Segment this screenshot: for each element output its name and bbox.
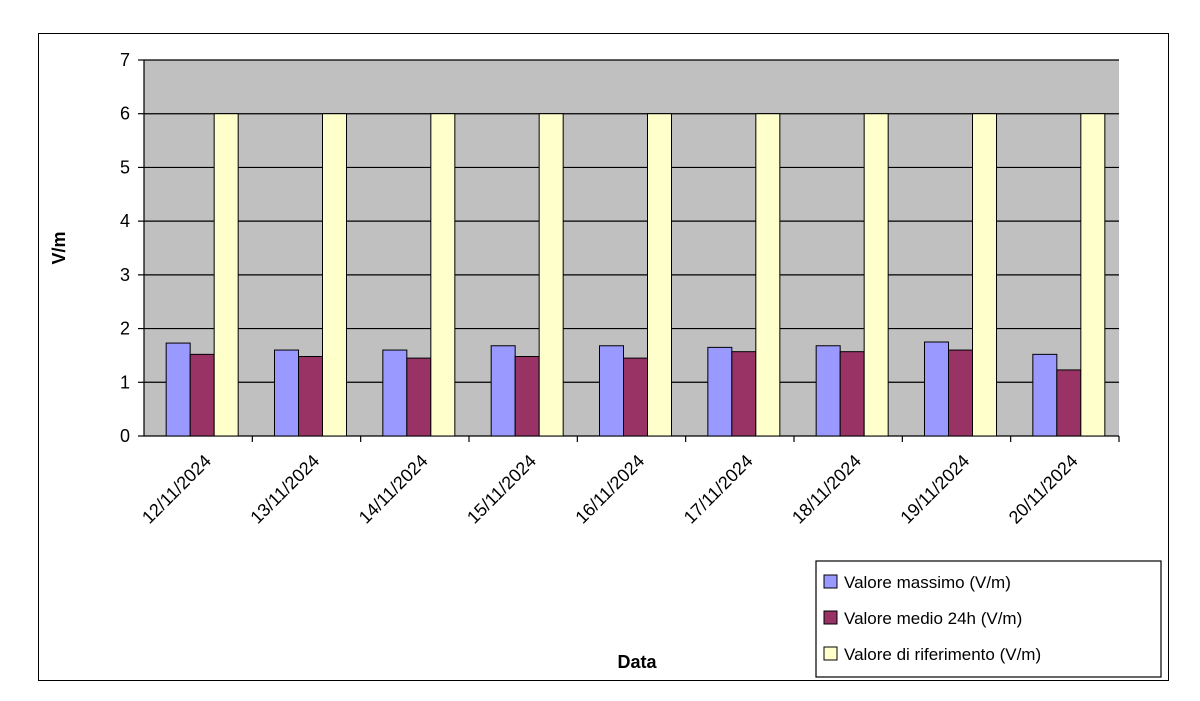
- x-tick-label: 15/11/2024: [463, 451, 540, 528]
- legend-swatch: [823, 610, 838, 625]
- legend-label: Valore massimo (V/m): [844, 573, 1011, 592]
- bar: [406, 357, 432, 437]
- bar: [647, 113, 672, 437]
- legend-label: Valore di riferimento (V/m): [844, 645, 1041, 664]
- bar: [514, 356, 540, 437]
- bar: [165, 342, 191, 437]
- bar: [731, 351, 757, 437]
- y-tick-label: 0: [120, 426, 130, 446]
- bar: [1032, 353, 1058, 437]
- bar: [189, 353, 215, 437]
- y-tick-label: 2: [120, 319, 130, 339]
- bar: [863, 113, 889, 437]
- bar: [1080, 113, 1106, 437]
- bar-chart: 0 1 2 3 4 5 6 7 12/11/2024 13/11/2024 14/11/2024 15…: [49, 50, 1162, 678]
- x-tick-label: 20/11/2024: [1005, 451, 1082, 528]
- y-tick-label: 5: [120, 157, 130, 177]
- bar: [490, 345, 516, 437]
- y-tick-label: 4: [120, 211, 130, 231]
- bar: [274, 349, 299, 437]
- bar: [815, 345, 841, 437]
- bar: [322, 113, 347, 437]
- x-tick-label: 13/11/2024: [246, 451, 323, 528]
- bar: [213, 113, 239, 437]
- bar: [839, 351, 865, 437]
- y-axis-title: V/m: [49, 231, 69, 264]
- legend-label: Valore medio 24h (V/m): [844, 609, 1022, 628]
- bar: [1056, 369, 1082, 437]
- bar: [298, 356, 323, 437]
- bar: [382, 349, 408, 437]
- x-tick-label: 12/11/2024: [138, 451, 215, 528]
- bar: [948, 349, 973, 437]
- bar: [707, 346, 733, 437]
- x-tick-label: 18/11/2024: [788, 451, 865, 528]
- bar: [430, 113, 456, 437]
- bar: [755, 113, 781, 437]
- legend-swatch: [823, 574, 838, 589]
- x-tick-label: 14/11/2024: [355, 451, 432, 528]
- x-axis-title: Data: [617, 652, 657, 672]
- y-tick-label: 3: [120, 265, 130, 285]
- bar: [924, 341, 949, 437]
- legend-box: [815, 560, 1162, 678]
- legend-swatch: [823, 646, 838, 661]
- chart-frame: 0 1 2 3 4 5 6 7 12/11/2024 13/11/2024 14/11/2024 15…: [38, 33, 1169, 681]
- bar: [538, 113, 564, 437]
- bar: [599, 345, 624, 437]
- bar: [972, 113, 997, 437]
- y-tick-label: 7: [120, 50, 130, 70]
- x-tick-label: 16/11/2024: [571, 451, 648, 528]
- y-tick-label: 6: [120, 104, 130, 124]
- x-tick-label: 19/11/2024: [896, 451, 973, 528]
- bar: [623, 357, 648, 437]
- x-tick-label: 17/11/2024: [680, 451, 757, 528]
- y-tick-label: 1: [120, 372, 130, 392]
